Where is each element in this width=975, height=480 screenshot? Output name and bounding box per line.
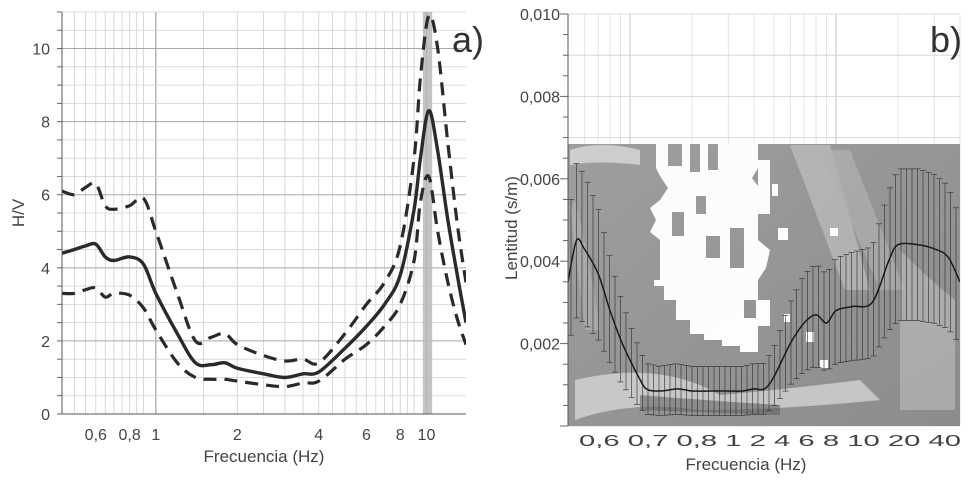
hv-axes bbox=[61, 12, 466, 415]
peak-frequency-band bbox=[422, 12, 433, 414]
dispersion-y-tick-label: 0,004 bbox=[520, 254, 560, 271]
hv-y-tick-label: 2 bbox=[41, 334, 50, 351]
hv-panel: 0 2 4 6 8 10 0,6 0,8 1 2 4 6 8 10 Frecuencia (Hz) H/… bbox=[9, 11, 484, 466]
dispersion-y-tick-labels: 0,002 0,004 0,006 0,008 0,010 bbox=[520, 7, 560, 354]
panel-label-a: a) bbox=[452, 19, 484, 60]
hv-y-tick-labels: 0 2 4 6 8 10 bbox=[32, 42, 50, 424]
hv-x-tick-label: 2 bbox=[233, 427, 242, 444]
dispersion-y-tick-label: 0,010 bbox=[520, 7, 560, 24]
hv-grid bbox=[57, 11, 466, 415]
slowness-heatmap bbox=[568, 144, 960, 426]
dispersion-x-axis-label: Frecuencia (Hz) bbox=[686, 455, 807, 474]
dispersion-y-axis-label: Lentitud (s/m) bbox=[502, 176, 521, 280]
dispersion-x-tick-labels: 0,6 0,7 0,8 1 2 4 6 8 10 20 40 bbox=[579, 433, 961, 450]
hv-y-tick-label: 0 bbox=[41, 407, 50, 424]
hv-y-tick-label: 8 bbox=[41, 115, 50, 132]
dispersion-y-tick-label: 0,002 bbox=[520, 337, 560, 354]
hv-y-tick-label: 6 bbox=[41, 188, 50, 205]
hv-y-tick-label: 4 bbox=[41, 261, 50, 278]
hv-upper-std-curve bbox=[62, 13, 466, 366]
hv-x-tick-label: 1 bbox=[151, 427, 160, 444]
hv-y-tick-label: 10 bbox=[32, 42, 50, 59]
dispersion-y-tick-label: 0,006 bbox=[520, 172, 560, 189]
hv-x-tick-label: 0,8 bbox=[118, 427, 140, 444]
panel-label-b: b) bbox=[930, 19, 962, 60]
dispersion-y-tick-label: 0,008 bbox=[520, 89, 560, 106]
hv-y-axis-label: H/V bbox=[9, 198, 28, 227]
dispersion-curve bbox=[568, 238, 960, 392]
hv-x-tick-label: 6 bbox=[362, 427, 371, 444]
hv-x-tick-label: 8 bbox=[396, 427, 405, 444]
hv-mean-curve bbox=[62, 108, 466, 380]
hv-x-axis-label: Frecuencia (Hz) bbox=[204, 447, 325, 466]
hv-lower-std-curve bbox=[62, 174, 466, 389]
hv-x-tick-labels: 0,6 0,8 1 2 4 6 8 10 bbox=[85, 427, 436, 444]
hv-x-tick-label: 10 bbox=[418, 427, 436, 444]
hv-x-tick-label: 0,6 bbox=[85, 427, 107, 444]
dispersion-panel: 0,002 0,004 0,006 0,008 0,010 0,6 0,7 0,8 1 … bbox=[502, 7, 962, 474]
hv-x-tick-label: 4 bbox=[314, 427, 323, 444]
